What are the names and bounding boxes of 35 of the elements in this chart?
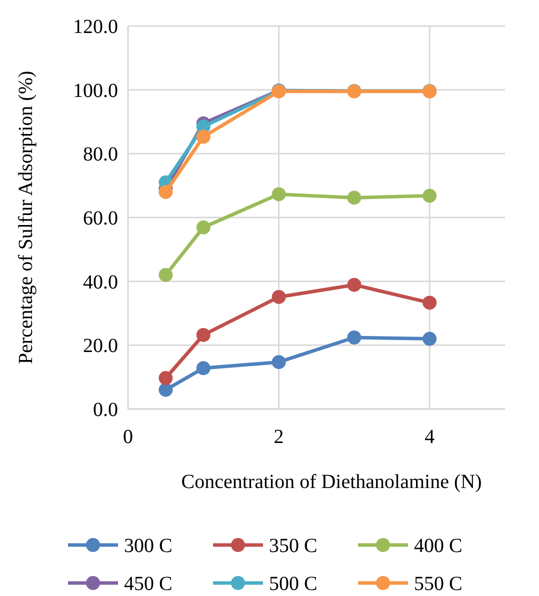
- x-tick-label: 4: [424, 426, 435, 448]
- point: [347, 278, 362, 292]
- x-tick-label: 0: [123, 426, 133, 448]
- point: [347, 190, 362, 205]
- point: [422, 332, 437, 346]
- y-tick-label: 80.0: [83, 144, 118, 166]
- legend-label: 400 C: [414, 535, 462, 557]
- point: [272, 187, 286, 202]
- point: [158, 382, 173, 397]
- legend-label: 450 C: [124, 573, 172, 595]
- point: [272, 290, 286, 304]
- y-tick-label: 0.0: [93, 399, 118, 421]
- point: [158, 184, 173, 199]
- y-tick-label: 60.0: [83, 208, 118, 230]
- point: [196, 361, 210, 376]
- y-tick-label: 120.0: [73, 16, 118, 38]
- point: [347, 330, 362, 345]
- legend-label: 550 C: [414, 573, 462, 595]
- y-tick-label: 100.0: [73, 80, 118, 102]
- point: [196, 328, 210, 342]
- x-axis-title: Concentration of Diethanolamine (N): [181, 471, 482, 493]
- y-tick-label: 20.0: [83, 335, 118, 358]
- legend-label: 500 C: [269, 573, 318, 595]
- x-tick-label: 2: [274, 426, 284, 448]
- legend-label: 300 C: [124, 535, 172, 557]
- point: [158, 371, 173, 386]
- point: [196, 220, 210, 234]
- point: [158, 268, 173, 282]
- y-axis-title: Percentage of Sulfur Adsorption (%): [15, 70, 37, 364]
- legend-label: 350 C: [269, 535, 318, 557]
- y-tick-label: 40.0: [83, 271, 118, 294]
- point: [272, 355, 286, 370]
- point: [422, 296, 437, 310]
- point: [422, 188, 437, 203]
- point: [196, 130, 210, 144]
